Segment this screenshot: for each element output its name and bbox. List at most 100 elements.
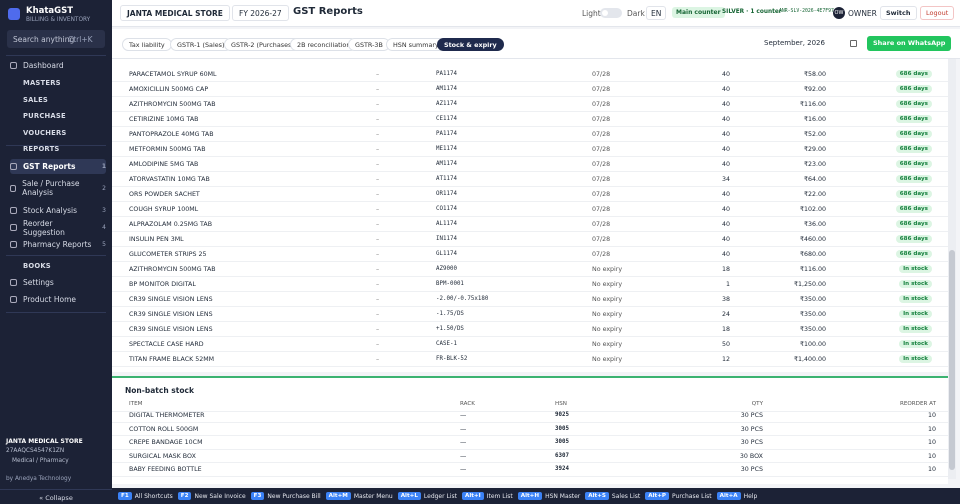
menu-label: MASTERS — [23, 78, 61, 87]
shortcut[interactable]: Alt+M Master Menu — [325, 492, 393, 500]
menu-label: Reorder Suggestion — [22, 218, 65, 237]
menu-item[interactable]: Settings — [10, 275, 106, 290]
menu-item[interactable]: BOOKS — [10, 258, 106, 273]
menu-item[interactable]: PURCHASE — [10, 108, 106, 123]
shortcut[interactable]: Alt+H HSN Master — [517, 492, 580, 500]
rack: – — [376, 116, 380, 123]
tab[interactable]: Stock & expiry — [437, 38, 504, 51]
batch: OR1174 — [436, 191, 457, 197]
month-select[interactable]: September, 2026 — [764, 39, 825, 47]
item-name: GLUCOMETER STRIPS 25 — [129, 251, 207, 258]
menu-badge: 5 — [102, 241, 106, 248]
hsn: 6307 — [555, 452, 569, 459]
batch: AT1174 — [436, 176, 457, 182]
tab-bar: September, 2026 Share on WhatsApp Tax li… — [112, 29, 960, 59]
shortcut-label: Item List — [486, 492, 513, 500]
tab[interactable]: GSTR-3B — [348, 38, 390, 51]
shortcut[interactable]: F2 New Sale Invoice — [177, 492, 246, 500]
shortcut-key: Alt+I — [462, 492, 484, 500]
menu-item[interactable]: MASTERS — [10, 75, 106, 90]
menu-item[interactable]: GST Reports 1 — [10, 159, 106, 174]
shortcut[interactable]: Alt+I Item List — [462, 492, 513, 500]
search-box[interactable]: Search anything Ctrl+K — [7, 30, 105, 48]
price: ₹22.00 — [803, 191, 826, 198]
menu-item[interactable]: Sale / Purchase Analysis 2 — [10, 177, 106, 199]
qty: 18 — [721, 326, 730, 333]
expiry: 07/28 — [592, 86, 611, 93]
tab[interactable]: Tax liability — [122, 38, 172, 51]
tab[interactable]: HSN summary — [386, 38, 446, 51]
menu-item[interactable]: VOUCHERS — [10, 125, 106, 140]
tab[interactable]: GSTR-1 (Sales) — [170, 38, 232, 51]
menu-item[interactable]: Product Home — [10, 292, 106, 307]
switch-button[interactable]: Switch — [880, 6, 917, 20]
qty: 30 PCS — [740, 412, 763, 419]
column-header: REORDER AT — [899, 401, 936, 407]
calendar-icon[interactable] — [850, 40, 857, 47]
table-row: AZITHROMYCIN 500MG TAB – AZ1174 07/28 40 ₹116… — [112, 97, 948, 112]
shortcut[interactable]: Alt+L Ledger List — [397, 492, 457, 500]
menu-item[interactable]: Reorder Suggestion 4 — [10, 218, 106, 237]
fy-select[interactable]: FY 2026-27 — [232, 5, 289, 21]
share-button[interactable]: Share on WhatsApp — [867, 36, 952, 51]
batch: GL1174 — [436, 251, 457, 257]
shortcut-label: All Shortcuts — [134, 492, 173, 500]
batch: AM1174 — [436, 86, 457, 92]
rack: – — [376, 206, 380, 213]
store-select[interactable]: JANTA MEDICAL STORE — [120, 5, 230, 21]
shortcut[interactable]: F1 All Shortcuts — [118, 492, 173, 500]
rack: – — [376, 281, 380, 288]
item-name: AZITHROMYCIN 500MG TAB — [129, 101, 216, 108]
lang-select[interactable]: EN — [646, 6, 667, 20]
scroll-thumb[interactable] — [949, 250, 955, 470]
price: ₹350.00 — [799, 311, 826, 318]
menu-item[interactable]: SALES — [10, 92, 106, 107]
divider — [6, 312, 106, 313]
table-row: PARACETAMOL SYRUP 60ML – PA1174 07/28 40 ₹58.… — [112, 67, 948, 82]
vendor: by Anedya Technology — [6, 476, 72, 482]
batch: AZ9000 — [436, 266, 457, 272]
table-row: TITAN FRAME BLACK 52MM – FR-BLK-52 No expir… — [112, 352, 948, 367]
tab[interactable]: 2B reconciliation — [290, 38, 358, 51]
rack: – — [376, 326, 380, 333]
collapse[interactable]: « Collapse — [0, 489, 112, 504]
shortcut[interactable]: Alt+S Sales List — [585, 492, 640, 500]
status: In stock — [899, 295, 932, 303]
batch: PA1174 — [436, 71, 457, 77]
status: 686 days — [895, 70, 932, 78]
expiry: No expiry — [592, 266, 623, 273]
shortcut[interactable]: Alt+A Help — [716, 492, 757, 500]
rack: – — [376, 356, 380, 363]
batch: -1.75/DS — [436, 311, 464, 317]
table-row: CR39 SINGLE VISION LENS – -2.00/-0.75x180 N… — [112, 292, 948, 307]
status: 686 days — [895, 235, 932, 243]
logout-button[interactable]: Logout — [920, 6, 955, 20]
menu-item[interactable]: Stock Analysis 3 — [10, 203, 106, 218]
menu-icon — [10, 279, 17, 286]
batch: AM1174 — [436, 161, 457, 167]
counter-badge: Main counter — [672, 7, 725, 18]
menu-label: Product Home — [23, 295, 77, 304]
menu-badge: 1 — [101, 163, 106, 170]
menu-badge: 4 — [102, 224, 106, 231]
qty: 40 — [721, 146, 730, 153]
menu-item[interactable]: Pharmacy Reports 5 — [10, 237, 106, 252]
menu-item[interactable]: Dashboard — [10, 58, 106, 73]
column-header: ITEM — [129, 401, 143, 407]
batch: FR-BLK-52 — [436, 356, 468, 362]
table-row: BABY FEEDING BOTTLE — 3924 30 PCS 10 — [112, 463, 948, 477]
shortcut-label: Ledger List — [423, 492, 457, 500]
shortcut[interactable]: Alt+P Purchase List — [645, 492, 712, 500]
reorder-at: 10 — [927, 466, 936, 473]
shortcut-label: New Sale Invoice — [194, 492, 246, 500]
shortcut[interactable]: F3 New Purchase Bill — [250, 492, 321, 500]
price: ₹92.00 — [803, 86, 826, 93]
rack: – — [376, 161, 380, 168]
theme-toggle[interactable] — [600, 8, 622, 18]
item-name: AMOXICILLIN 500MG CAP — [129, 86, 209, 93]
table-row: ALPRAZOLAM 0.25MG TAB – AL1174 07/28 40 ₹36.0… — [112, 217, 948, 232]
hsn: 3924 — [555, 466, 569, 472]
menu-icon — [10, 296, 17, 303]
status: In stock — [899, 265, 932, 273]
menu-item[interactable]: REPORTS — [10, 141, 106, 156]
